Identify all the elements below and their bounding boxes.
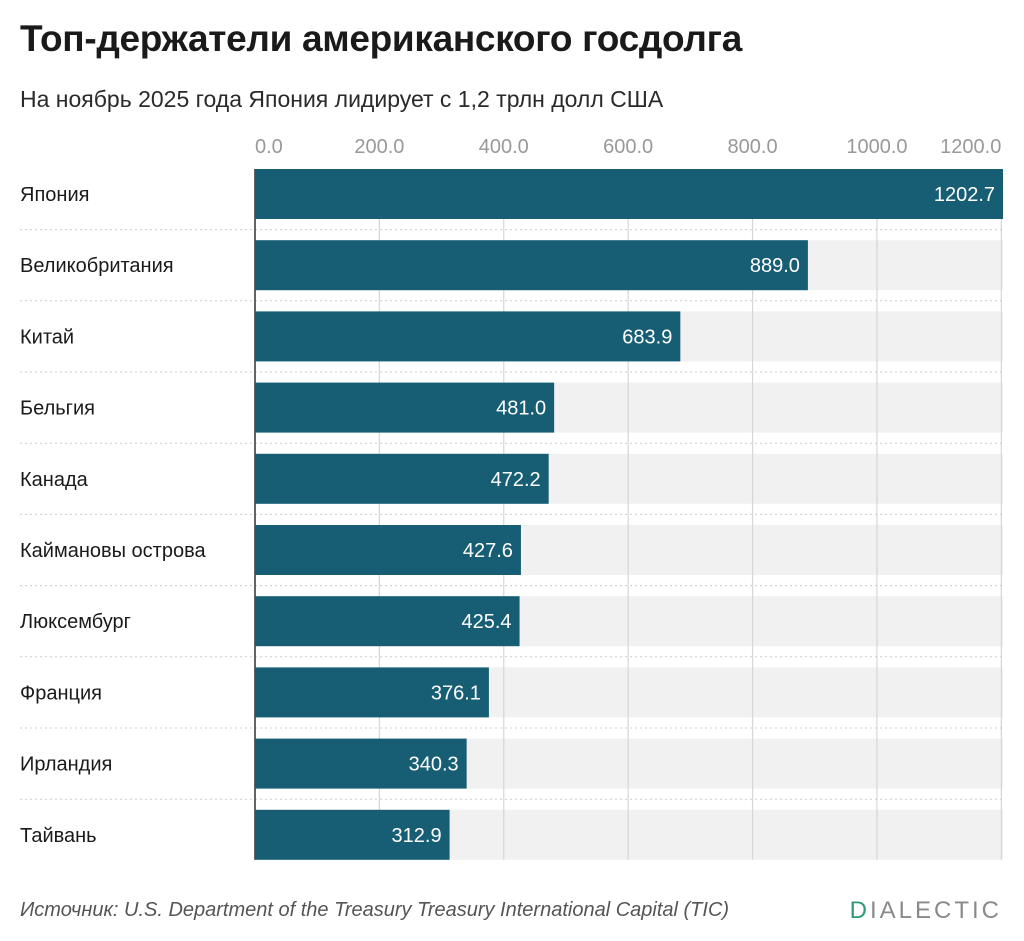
value-label: 425.4 — [462, 611, 512, 633]
dialectic-logo: DIALECTIC — [850, 897, 1002, 925]
x-tick-label: 0.0 — [255, 136, 283, 158]
bar — [255, 240, 808, 291]
value-label: 427.6 — [463, 540, 513, 562]
logo-rest: IALECTIC — [869, 897, 1002, 924]
chart-subtitle: На ноябрь 2025 года Япония лидирует с 1,… — [20, 86, 664, 112]
logo-accent-letter: D — [849, 897, 870, 924]
value-label: 1202.7 — [934, 184, 995, 206]
value-label: 481.0 — [496, 398, 546, 420]
x-tick-label: 800.0 — [728, 136, 778, 158]
x-tick-label: 400.0 — [479, 136, 529, 158]
category-label: Бельгия — [20, 398, 95, 420]
value-label: 472.2 — [491, 469, 541, 491]
x-tick-label: 1200.0 — [940, 136, 1001, 158]
x-tick-label: 600.0 — [603, 136, 653, 158]
category-label: Ирландия — [20, 754, 112, 776]
value-label: 683.9 — [622, 326, 672, 348]
category-label: Япония — [20, 184, 89, 206]
category-label: Франция — [20, 682, 102, 704]
x-tick-label: 1000.0 — [846, 136, 907, 158]
category-label: Китай — [20, 326, 74, 348]
bar — [255, 382, 555, 433]
value-label: 312.9 — [392, 825, 442, 847]
bar — [255, 311, 681, 362]
value-label: 376.1 — [431, 682, 481, 704]
value-label: 889.0 — [750, 255, 800, 277]
category-label: Великобритания — [20, 255, 174, 277]
bar — [255, 596, 520, 647]
source-note: Источник: U.S. Department of the Treasur… — [20, 899, 730, 921]
bar — [255, 809, 450, 860]
value-label: 340.3 — [409, 754, 459, 776]
x-tick-label: 200.0 — [354, 136, 404, 158]
bar — [255, 738, 467, 789]
category-label: Каймановы острова — [20, 540, 206, 562]
category-label: Канада — [20, 469, 89, 491]
category-label: Тайвань — [20, 825, 97, 847]
bar-chart: 0.0 200.0 400.0 600.0 800.0 1000.0 1200.0 Япони… — [20, 136, 1003, 860]
chart-title: Топ-держатели американского госдолга — [20, 18, 743, 59]
bar — [255, 453, 549, 504]
bar — [255, 169, 1003, 219]
category-label: Люксембург — [20, 611, 131, 633]
bar — [255, 525, 521, 575]
bar — [255, 667, 489, 718]
